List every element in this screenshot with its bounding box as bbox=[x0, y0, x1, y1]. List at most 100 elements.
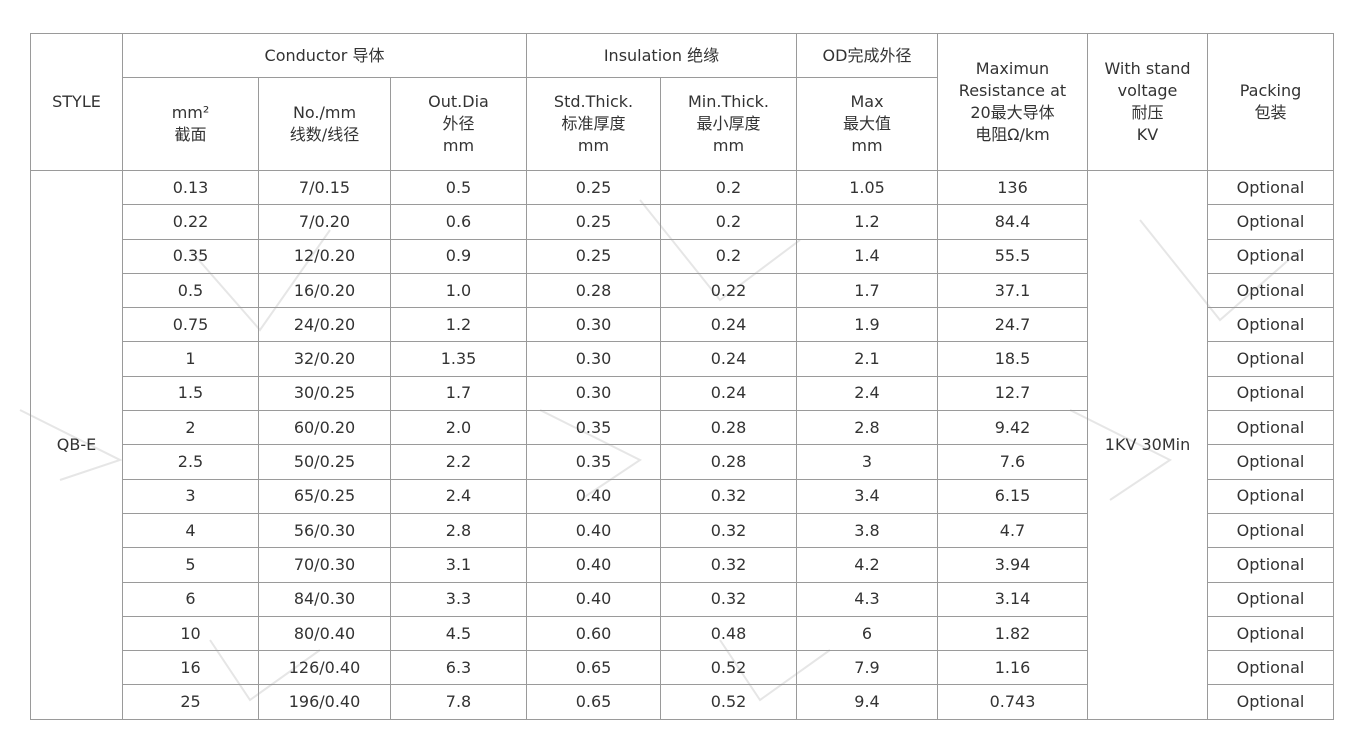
wires-cell: 7/0.20 bbox=[258, 204, 391, 240]
table-row: 3 65/0.25 2.4 0.40 0.32 3.4 6.15 Optional bbox=[31, 478, 1334, 514]
packing-cell: Optional bbox=[1207, 684, 1334, 720]
header-wires: No./mm 线数/线径 bbox=[258, 77, 391, 171]
min-thick-cell: 0.24 bbox=[660, 341, 797, 377]
max-od-cell: 9.4 bbox=[796, 684, 938, 720]
out-dia-cell: 3.3 bbox=[390, 581, 527, 617]
table-row: 16 126/0.40 6.3 0.65 0.52 7.9 1.16 Optional bbox=[31, 650, 1334, 686]
header-line: Maximun bbox=[975, 59, 1050, 78]
packing-cell: Optional bbox=[1207, 375, 1334, 412]
header-line: 20最大导体 bbox=[970, 103, 1055, 122]
max-od-cell: 1.7 bbox=[796, 272, 938, 309]
std-thick-cell: 0.30 bbox=[526, 307, 661, 343]
min-thick-cell: 0.28 bbox=[660, 444, 797, 480]
wires-cell: 50/0.25 bbox=[258, 444, 391, 480]
max-od-cell: 4.2 bbox=[796, 547, 938, 583]
header-section: mm² 截面 bbox=[122, 77, 259, 171]
packing-cell: Optional bbox=[1207, 272, 1334, 309]
resistance-cell: 37.1 bbox=[937, 272, 1088, 309]
resistance-cell: 1.82 bbox=[937, 615, 1088, 652]
header-line: 最大值 bbox=[842, 114, 891, 133]
max-od-cell: 1.4 bbox=[796, 238, 938, 274]
wires-cell: 7/0.15 bbox=[258, 169, 391, 206]
header-line: 外径 bbox=[442, 114, 475, 133]
out-dia-cell: 2.0 bbox=[390, 410, 527, 446]
header-line: 最小厚度 bbox=[696, 114, 761, 133]
out-dia-cell: 1.35 bbox=[390, 341, 527, 377]
out-dia-cell: 1.7 bbox=[390, 375, 527, 412]
max-od-cell: 6 bbox=[796, 615, 938, 652]
header-line: 截面 bbox=[174, 125, 207, 144]
section-cell: 16 bbox=[122, 650, 259, 686]
min-thick-cell: 0.22 bbox=[660, 272, 797, 309]
section-cell: 2 bbox=[122, 410, 259, 446]
resistance-cell: 9.42 bbox=[937, 410, 1088, 446]
std-thick-cell: 0.40 bbox=[526, 581, 661, 617]
resistance-cell: 84.4 bbox=[937, 204, 1088, 240]
header-line: voltage bbox=[1117, 81, 1178, 100]
header-line: Out.Dia bbox=[428, 92, 489, 111]
table-row: 1 32/0.20 1.35 0.30 0.24 2.1 18.5 Optional bbox=[31, 341, 1334, 377]
max-od-cell: 3.4 bbox=[796, 478, 938, 514]
section-cell: 1.5 bbox=[122, 375, 259, 412]
header-insulation: Insulation 绝缘 bbox=[526, 33, 797, 78]
header-line: 包装 bbox=[1254, 103, 1287, 122]
resistance-cell: 18.5 bbox=[937, 341, 1088, 377]
packing-cell: Optional bbox=[1207, 547, 1334, 583]
out-dia-cell: 2.4 bbox=[390, 478, 527, 514]
min-thick-cell: 0.2 bbox=[660, 169, 797, 206]
out-dia-cell: 0.5 bbox=[390, 169, 527, 206]
header-min-thick: Min.Thick. 最小厚度 mm bbox=[660, 77, 797, 171]
section-cell: 0.13 bbox=[122, 169, 259, 206]
header-line: 标准厚度 bbox=[561, 114, 626, 133]
std-thick-cell: 0.25 bbox=[526, 169, 661, 206]
header-line: 电阻Ω/km bbox=[975, 125, 1050, 144]
packing-cell: Optional bbox=[1207, 581, 1334, 617]
section-cell: 5 bbox=[122, 547, 259, 583]
std-thick-cell: 0.35 bbox=[526, 444, 661, 480]
header-line: mm² bbox=[171, 103, 210, 122]
max-od-cell: 4.3 bbox=[796, 581, 938, 617]
header-line: mm bbox=[577, 136, 610, 155]
header-max: Max 最大值 mm bbox=[796, 77, 938, 171]
table-row: 0.35 12/0.20 0.9 0.25 0.2 1.4 55.5 Optional bbox=[31, 238, 1334, 274]
resistance-cell: 12.7 bbox=[937, 375, 1088, 412]
wires-cell: 12/0.20 bbox=[258, 238, 391, 274]
section-cell: 1 bbox=[122, 341, 259, 377]
max-od-cell: 1.9 bbox=[796, 307, 938, 343]
table-body: QB-E 0.13 7/0.15 0.5 0.25 0.2 1.05 136 1KV 30Min… bbox=[30, 169, 1334, 720]
header-outdia: Out.Dia 外径 mm bbox=[390, 77, 527, 171]
out-dia-cell: 6.3 bbox=[390, 650, 527, 686]
min-thick-cell: 0.32 bbox=[660, 512, 797, 549]
wires-cell: 32/0.20 bbox=[258, 341, 391, 377]
header-line: KV bbox=[1136, 125, 1159, 144]
header-packing: Packing 包装 bbox=[1207, 33, 1334, 171]
min-thick-cell: 0.48 bbox=[660, 615, 797, 652]
header-line: No./mm bbox=[292, 103, 357, 122]
max-od-cell: 2.1 bbox=[796, 341, 938, 377]
wires-cell: 70/0.30 bbox=[258, 547, 391, 583]
resistance-cell: 24.7 bbox=[937, 307, 1088, 343]
style-cell: QB-E bbox=[30, 170, 123, 720]
min-thick-cell: 0.28 bbox=[660, 410, 797, 446]
header-line: mm bbox=[851, 136, 883, 155]
min-thick-cell: 0.52 bbox=[660, 650, 797, 686]
min-thick-cell: 0.32 bbox=[660, 478, 797, 514]
std-thick-cell: 0.30 bbox=[526, 375, 661, 412]
header-line: mm bbox=[442, 136, 475, 155]
table-row: 1.5 30/0.25 1.7 0.30 0.24 2.4 12.7 Optional bbox=[31, 375, 1334, 412]
min-thick-cell: 0.24 bbox=[660, 375, 797, 412]
table-row: 25 196/0.40 7.8 0.65 0.52 9.4 0.743 Optional bbox=[31, 684, 1334, 720]
std-thick-cell: 0.65 bbox=[526, 684, 661, 720]
max-od-cell: 3.8 bbox=[796, 512, 938, 549]
std-thick-cell: 0.25 bbox=[526, 204, 661, 240]
packing-cell: Optional bbox=[1207, 410, 1334, 446]
max-od-cell: 2.8 bbox=[796, 410, 938, 446]
resistance-cell: 0.743 bbox=[937, 684, 1088, 720]
wires-cell: 60/0.20 bbox=[258, 410, 391, 446]
section-cell: 2.5 bbox=[122, 444, 259, 480]
std-thick-cell: 0.35 bbox=[526, 410, 661, 446]
voltage-cell: 1KV 30Min bbox=[1087, 170, 1208, 720]
table-row: 2 60/0.20 2.0 0.35 0.28 2.8 9.42 Optional bbox=[31, 410, 1334, 446]
max-od-cell: 1.2 bbox=[796, 204, 938, 240]
out-dia-cell: 3.1 bbox=[390, 547, 527, 583]
